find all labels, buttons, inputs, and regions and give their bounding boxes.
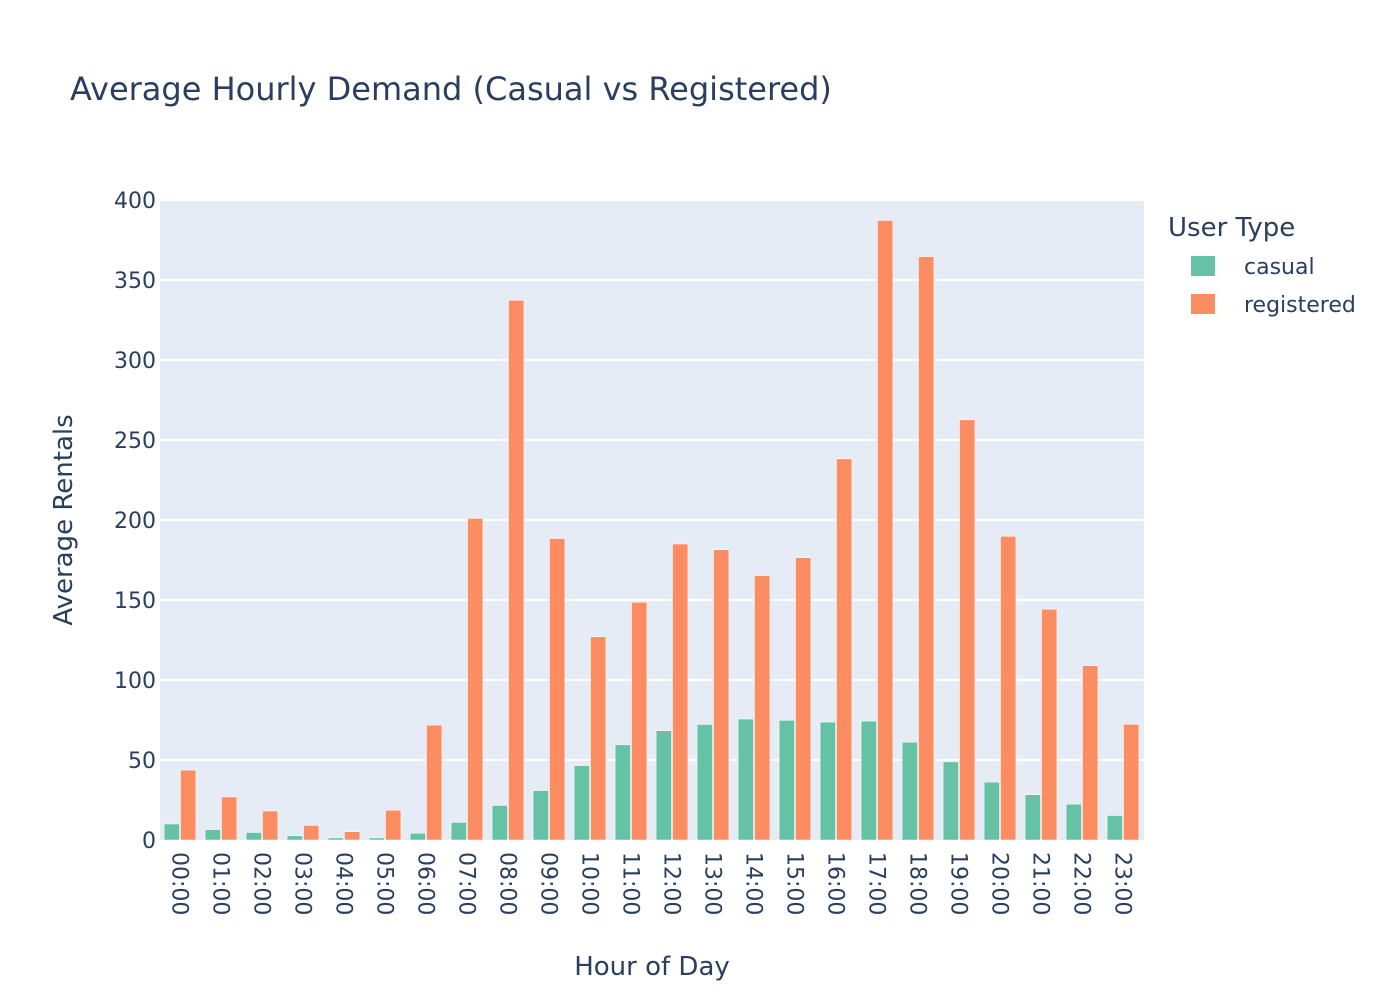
y-tick-label: 50	[128, 749, 156, 774]
bar-casual-0[interactable]	[163, 823, 180, 841]
x-tick-label: 15:00	[782, 852, 807, 915]
chart-title: Average Hourly Demand (Casual vs Registe…	[70, 70, 832, 108]
bars	[163, 220, 1140, 841]
bar-registered-21[interactable]	[1041, 609, 1058, 841]
bar-registered-22[interactable]	[1082, 665, 1099, 841]
x-tick-label: 06:00	[413, 852, 438, 915]
bar-casual-16[interactable]	[819, 721, 836, 841]
x-tick-label: 00:00	[167, 852, 192, 915]
bar-casual-2[interactable]	[245, 832, 262, 841]
legend-label-casual[interactable]: casual	[1244, 255, 1315, 280]
legend-swatch-registered	[1191, 294, 1215, 314]
bar-registered-16[interactable]	[836, 458, 853, 841]
bar-registered-8[interactable]	[508, 300, 525, 841]
bar-casual-18[interactable]	[901, 741, 918, 841]
x-tick-label: 13:00	[700, 852, 725, 915]
bar-registered-18[interactable]	[918, 256, 935, 841]
bar-registered-1[interactable]	[221, 796, 238, 841]
bar-registered-15[interactable]	[795, 557, 812, 841]
bar-registered-7[interactable]	[467, 518, 484, 841]
x-tick-label: 02:00	[249, 852, 274, 915]
bar-casual-12[interactable]	[655, 730, 672, 841]
legend-title: User Type	[1168, 213, 1295, 243]
bar-registered-9[interactable]	[549, 538, 566, 841]
x-tick-label: 07:00	[454, 852, 479, 915]
bar-casual-21[interactable]	[1024, 794, 1041, 841]
x-tick-label: 21:00	[1028, 852, 1053, 915]
y-tick-label: 350	[114, 269, 156, 294]
gridlines	[160, 199, 1144, 761]
y-tick-label: 100	[114, 669, 156, 694]
y-tick-label: 200	[114, 509, 156, 534]
bar-casual-19[interactable]	[942, 761, 959, 841]
bar-casual-5[interactable]	[368, 837, 385, 841]
y-tick-label: 300	[114, 349, 156, 374]
x-tick-label: 17:00	[864, 852, 889, 915]
x-axis-ticks: 00:00 01:00 02:00 03:00 04:00 05:00 06:00 07:00…	[167, 852, 1135, 915]
bar-registered-5[interactable]	[385, 809, 402, 841]
bar-registered-20[interactable]	[1000, 536, 1017, 841]
bar-registered-4[interactable]	[344, 831, 361, 841]
bar-casual-22[interactable]	[1065, 803, 1082, 841]
bar-registered-23[interactable]	[1123, 724, 1140, 841]
y-axis-ticks: 0 50 100 150 200 250 300 350 400	[114, 189, 156, 854]
bar-casual-11[interactable]	[614, 744, 631, 841]
x-tick-label: 19:00	[946, 852, 971, 915]
x-tick-label: 10:00	[577, 852, 602, 915]
x-tick-label: 08:00	[495, 852, 520, 915]
x-tick-label: 03:00	[290, 852, 315, 915]
y-axis-label: Average Rentals	[49, 414, 79, 625]
bar-casual-15[interactable]	[778, 720, 795, 841]
bar-registered-12[interactable]	[672, 543, 689, 841]
bar-casual-3[interactable]	[286, 835, 303, 841]
bar-casual-8[interactable]	[491, 805, 508, 841]
bar-registered-10[interactable]	[590, 636, 607, 841]
y-tick-label: 0	[142, 829, 156, 854]
x-tick-label: 20:00	[987, 852, 1012, 915]
bar-registered-2[interactable]	[262, 810, 279, 841]
x-tick-label: 11:00	[618, 852, 643, 915]
legend-swatch-casual	[1191, 256, 1215, 276]
x-tick-label: 05:00	[372, 852, 397, 915]
x-axis-label: Hour of Day	[574, 952, 730, 982]
bar-casual-14[interactable]	[737, 718, 754, 841]
x-tick-label: 22:00	[1069, 852, 1094, 915]
bar-casual-9[interactable]	[532, 790, 549, 841]
bar-registered-17[interactable]	[877, 220, 894, 841]
x-tick-label: 01:00	[208, 852, 233, 915]
bar-casual-17[interactable]	[860, 720, 877, 841]
bar-casual-20[interactable]	[983, 781, 1000, 841]
y-tick-label: 400	[114, 189, 156, 214]
y-tick-label: 250	[114, 429, 156, 454]
bar-registered-6[interactable]	[426, 724, 443, 841]
x-tick-label: 12:00	[659, 852, 684, 915]
legend-items: casual registered	[1191, 255, 1356, 318]
x-tick-label: 14:00	[741, 852, 766, 915]
bar-registered-13[interactable]	[713, 549, 730, 841]
x-tick-label: 09:00	[536, 852, 561, 915]
bar-registered-0[interactable]	[180, 769, 197, 841]
bar-casual-23[interactable]	[1106, 815, 1123, 841]
legend: User Type casual registered	[1168, 213, 1356, 318]
x-tick-label: 04:00	[331, 852, 356, 915]
legend-label-registered[interactable]: registered	[1244, 293, 1356, 318]
bar-registered-14[interactable]	[754, 575, 771, 841]
bar-casual-13[interactable]	[696, 724, 713, 841]
x-tick-label: 16:00	[823, 852, 848, 915]
bar-casual-1[interactable]	[204, 829, 221, 841]
bar-casual-7[interactable]	[450, 822, 467, 841]
bar-casual-4[interactable]	[327, 837, 344, 841]
bar-casual-6[interactable]	[409, 833, 426, 841]
bar-casual-10[interactable]	[573, 765, 590, 841]
x-tick-label: 23:00	[1110, 852, 1135, 915]
bar-registered-19[interactable]	[959, 419, 976, 841]
y-tick-label: 150	[114, 589, 156, 614]
x-tick-label: 18:00	[905, 852, 930, 915]
bar-registered-11[interactable]	[631, 601, 648, 841]
bar-registered-3[interactable]	[303, 825, 320, 841]
